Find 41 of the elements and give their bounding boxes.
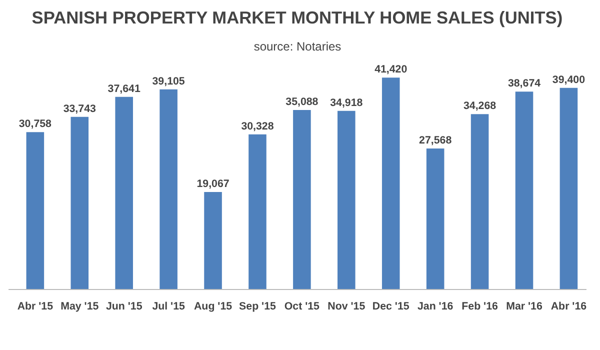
data-label: 34,918: [330, 96, 363, 109]
bar: [338, 110, 356, 290]
data-label: 19,067: [196, 178, 230, 190]
data-label: 27,568: [419, 134, 452, 146]
data-label: 30,758: [18, 118, 52, 130]
data-label: 35,088: [286, 96, 318, 108]
x-tick-label: Jul '15: [152, 300, 186, 312]
chart-subtitle: source: Notaries: [254, 40, 342, 54]
data-label: 37,641: [108, 82, 140, 95]
data-label: 34,268: [463, 100, 496, 112]
bar: [26, 132, 44, 290]
bar: [382, 78, 400, 290]
bar: [70, 116, 89, 290]
data-label: 39,400: [552, 74, 586, 86]
bar: [115, 96, 133, 290]
x-tick-label: Mar '16: [506, 300, 542, 312]
data-label: 39,105: [152, 75, 185, 88]
data-label: 30,328: [241, 120, 274, 132]
bar: [515, 92, 534, 290]
chart-title: SPANISH PROPERTY MARKET MONTHLY HOME SALES (UNITS): [32, 8, 563, 28]
x-tick-label: Abr '15: [17, 300, 54, 312]
bar: [248, 134, 266, 290]
data-label: 41,420: [374, 64, 408, 76]
data-label: 38,674: [508, 78, 541, 90]
x-tick-label: Nov '15: [328, 300, 366, 312]
x-tick-label: Oct '15: [284, 300, 320, 312]
x-tick-label: Abr '16: [550, 300, 587, 312]
x-tick-label: Aug '15: [194, 300, 232, 312]
bar: [204, 192, 222, 290]
data-label: 33,743: [63, 102, 96, 115]
x-tick-label: Jun '15: [106, 300, 142, 312]
x-tick-label: Feb '16: [462, 300, 498, 312]
x-tick-label: Jan '16: [417, 300, 454, 312]
bar: [470, 114, 489, 290]
bar: [160, 89, 178, 290]
x-tick-label: May '15: [60, 300, 99, 312]
bar: [560, 88, 578, 290]
bar: [426, 148, 444, 290]
x-tick-label: Sep '15: [239, 300, 276, 312]
bar: [293, 110, 311, 290]
x-tick-label: Dec '15: [372, 300, 410, 312]
